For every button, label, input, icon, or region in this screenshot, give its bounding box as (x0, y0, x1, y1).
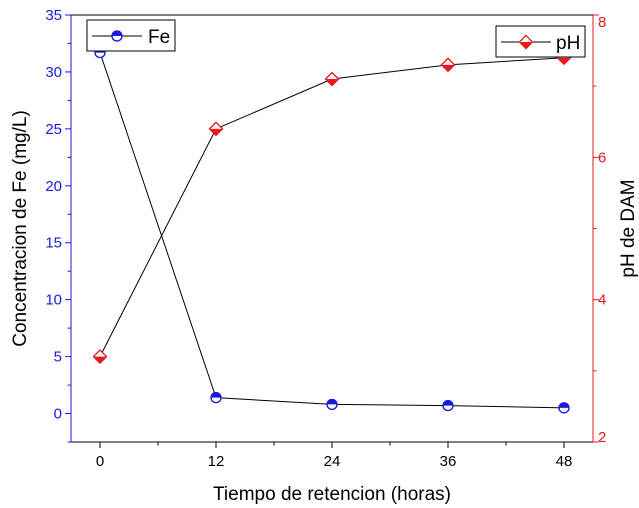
y-left-tick-label: 35 (45, 7, 62, 24)
y-right-tick-label: 6 (598, 149, 606, 166)
x-tick-label: 48 (556, 453, 573, 470)
data-point-fe (326, 398, 338, 411)
legend-marker (111, 30, 123, 42)
x-axis: 0 12 24 36 48 (96, 442, 573, 470)
y-left-tick-label: 5 (54, 349, 62, 366)
data-point-ph (440, 57, 456, 73)
y-left-tick-label: 15 (45, 235, 62, 252)
series-markers (92, 46, 572, 414)
legend-label: Fe (148, 27, 170, 48)
legend-fe: Fe (86, 19, 176, 52)
y-right-tick-label: 4 (598, 292, 606, 309)
data-point-ph (208, 121, 224, 137)
data-point-ph (92, 349, 108, 364)
x-tick-label: 0 (96, 453, 104, 470)
legend-label: pH (556, 33, 580, 54)
y-left-tick-label: 25 (45, 121, 62, 138)
y-axis-left: 0 5 10 15 20 25 30 35 (45, 7, 72, 443)
y-axis-left-label: Concentracion de Fe (mg/L) (10, 110, 31, 347)
data-point-fe (558, 402, 570, 414)
series-line-ph (99, 57, 565, 357)
y-left-tick-label: 30 (45, 64, 62, 81)
data-point-fe (442, 399, 454, 412)
y-right-tick-label: 8 (598, 14, 606, 31)
data-point-ph (324, 71, 340, 87)
y-right-tick-label: 2 (598, 429, 606, 446)
legend-ph: pH (495, 25, 586, 58)
series-line-fe (99, 52, 565, 409)
y-axis-right-label: pH de DAM (618, 179, 639, 277)
legend-marker (518, 34, 534, 50)
x-axis-label: Tiempo de retencion (horas) (213, 484, 451, 505)
series-lines (99, 52, 565, 409)
x-tick-label: 24 (324, 453, 341, 470)
y-axis-right: 2 4 6 8 (592, 14, 606, 446)
x-tick-label: 36 (440, 453, 457, 470)
x-tick-label: 12 (208, 453, 225, 470)
y-left-tick-label: 0 (54, 406, 62, 423)
data-point-fe (210, 391, 222, 404)
y-left-tick-label: 20 (45, 178, 62, 195)
y-left-tick-label: 10 (45, 292, 62, 309)
